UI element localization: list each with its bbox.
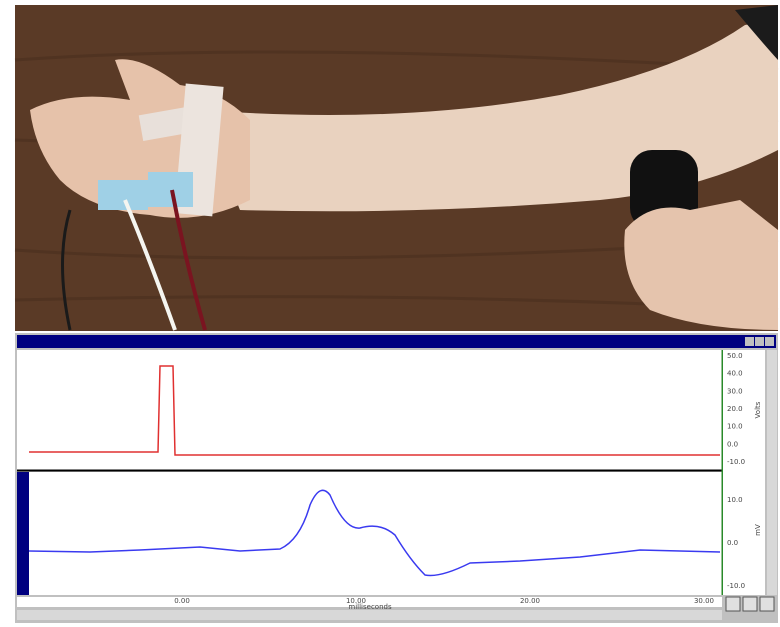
selection-tool-button[interactable] <box>742 596 758 612</box>
y-tick-label: 10.0 <box>727 496 743 504</box>
close-button[interactable] <box>765 337 774 346</box>
trigger-trace <box>29 365 720 456</box>
title-bar <box>17 335 776 348</box>
x-tick-label: 20.00 <box>520 597 540 605</box>
channel-label-strip <box>17 472 29 595</box>
maximize-button[interactable] <box>755 337 764 346</box>
y-tick-label: 0.0 <box>727 539 738 547</box>
plot-area <box>29 350 722 470</box>
scale-panel <box>723 350 765 595</box>
photo <box>14 5 779 331</box>
y-tick-label: 0.0 <box>727 440 738 448</box>
x-axis-label: milliseconds <box>348 603 392 611</box>
plot-area <box>29 472 722 595</box>
y-tick-label: 10.0 <box>727 423 743 431</box>
y-tick-label: 40.0 <box>727 370 743 378</box>
x-tick-label: 30.00 <box>694 597 714 605</box>
y-tick-label: -10.0 <box>727 458 745 466</box>
app-window <box>15 333 778 623</box>
y-tick-label: -10.0 <box>727 582 745 590</box>
channel-label-strip <box>17 350 29 470</box>
time-axis <box>17 597 722 607</box>
x-tick-label: 0.00 <box>174 597 190 605</box>
y-tick-label: 50.0 <box>727 352 743 360</box>
scrollbar[interactable] <box>767 350 777 595</box>
x-tick-label: 10.00 <box>346 597 366 605</box>
unit-label: Volts <box>754 401 762 418</box>
y-tick-label: 20.0 <box>727 405 743 413</box>
emg-trace <box>28 489 721 577</box>
unit-label: mV <box>754 524 762 536</box>
cursor-tool-button[interactable] <box>725 596 741 612</box>
minimize-button[interactable] <box>745 337 754 346</box>
horizontal-scrollbar[interactable] <box>17 610 722 620</box>
y-tick-label: 30.0 <box>727 387 743 395</box>
zoom-tool-button[interactable] <box>759 596 775 612</box>
